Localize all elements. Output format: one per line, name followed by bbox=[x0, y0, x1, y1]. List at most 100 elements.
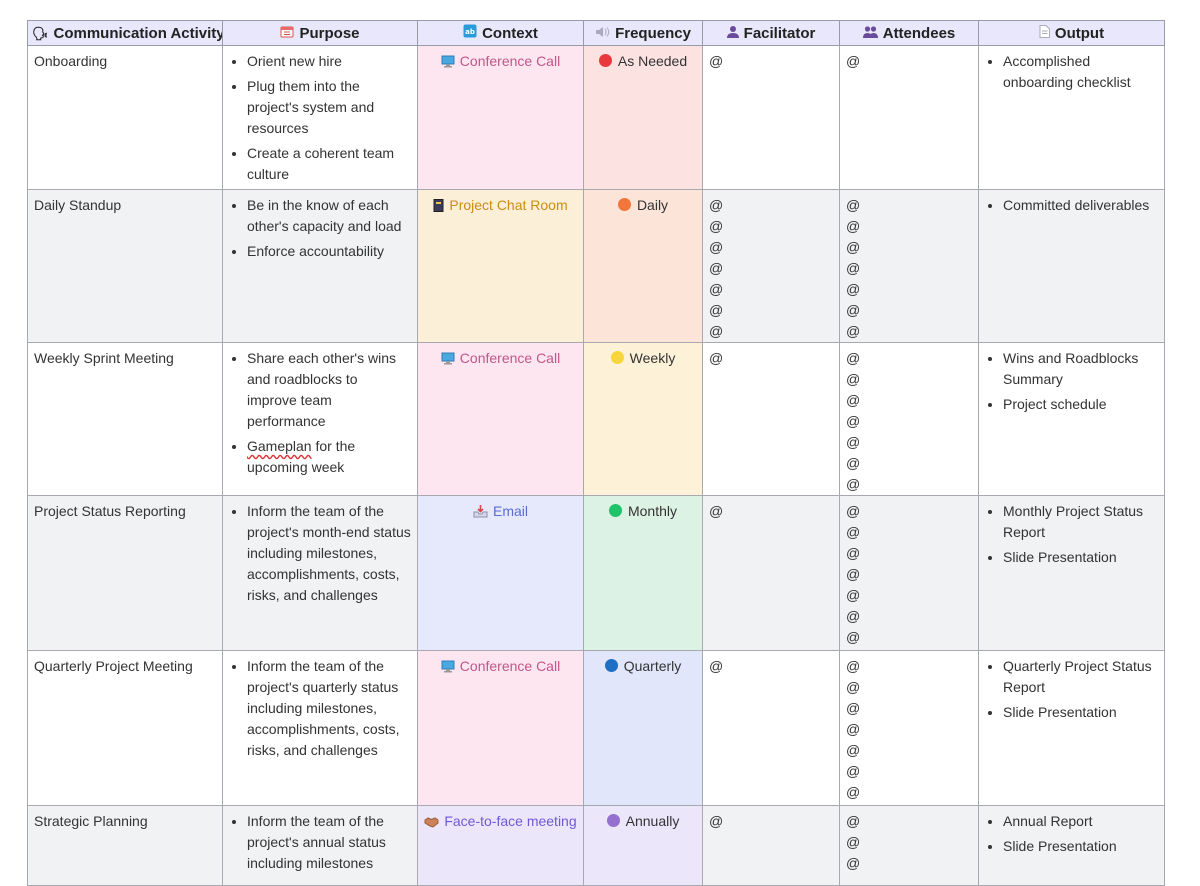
mention-placeholder[interactable]: @ bbox=[846, 350, 861, 366]
output-cell[interactable]: Wins and Roadblocks Summary Project sche… bbox=[978, 342, 1165, 496]
frequency-cell[interactable]: Weekly bbox=[583, 342, 703, 496]
mention-placeholder[interactable]: @ bbox=[846, 855, 861, 871]
purpose-cell[interactable]: Inform the team of the project's quarter… bbox=[222, 650, 418, 806]
table-row: Strategic Planning Inform the team of th… bbox=[27, 805, 1165, 886]
attendees-cell[interactable]: @ @ @ @ @ @ @ bbox=[839, 189, 979, 343]
mention-placeholder[interactable]: @ bbox=[846, 679, 861, 695]
output-cell[interactable]: Annual Report Slide Presentation bbox=[978, 805, 1165, 886]
purpose-cell[interactable]: Orient new hire Plug them into the proje… bbox=[222, 45, 418, 190]
mention-placeholder[interactable]: @ bbox=[709, 350, 724, 366]
purpose-cell[interactable]: Inform the team of the project's month-e… bbox=[222, 495, 418, 651]
context-cell[interactable]: Conference Call bbox=[417, 650, 584, 806]
mention-placeholder[interactable]: @ bbox=[709, 239, 724, 255]
context-label: Face-to-face meeting bbox=[444, 813, 577, 829]
activity-cell[interactable]: Strategic Planning bbox=[27, 805, 223, 886]
frequency-cell[interactable]: Daily bbox=[583, 189, 703, 343]
mention-placeholder[interactable]: @ bbox=[846, 503, 861, 519]
mention-placeholder[interactable]: @ bbox=[846, 658, 861, 674]
context-cell[interactable]: Project Chat Room bbox=[417, 189, 584, 343]
attendees-cell[interactable]: @ @ @ @ @ @ @ bbox=[839, 342, 979, 496]
context-cell[interactable]: Email bbox=[417, 495, 584, 651]
frequency-cell[interactable]: Monthly bbox=[583, 495, 703, 651]
mention-placeholder[interactable]: @ bbox=[846, 742, 861, 758]
mention-placeholder[interactable]: @ bbox=[846, 455, 861, 471]
context-cell[interactable]: Face-to-face meeting bbox=[417, 805, 584, 886]
purpose-cell[interactable]: Be in the know of each other's capacity … bbox=[222, 189, 418, 343]
mention-placeholder[interactable]: @ bbox=[846, 53, 861, 69]
output-cell[interactable]: Quarterly Project Status Report Slide Pr… bbox=[978, 650, 1165, 806]
activity-cell[interactable]: Onboarding bbox=[27, 45, 223, 190]
mention-placeholder[interactable]: @ bbox=[846, 834, 861, 850]
mention-placeholder[interactable]: @ bbox=[709, 218, 724, 234]
mention-placeholder[interactable]: @ bbox=[709, 260, 724, 276]
header-output[interactable]: Output bbox=[978, 20, 1165, 46]
attendees-cell[interactable]: @ @ @ bbox=[839, 805, 979, 886]
frequency-cell[interactable]: Quarterly bbox=[583, 650, 703, 806]
header-attendees[interactable]: Attendees bbox=[839, 20, 979, 46]
attendees-cell[interactable]: @ bbox=[839, 45, 979, 190]
mention-placeholder[interactable]: @ bbox=[709, 302, 724, 318]
header-row: 🗣 Communication Activity Purpose ab Contex… bbox=[27, 20, 1165, 46]
mention-placeholder[interactable]: @ bbox=[846, 813, 861, 829]
mention-placeholder[interactable]: @ bbox=[709, 323, 724, 339]
mention-placeholder[interactable]: @ bbox=[846, 323, 861, 339]
svg-text:ab: ab bbox=[465, 28, 475, 36]
mention-placeholder[interactable]: @ bbox=[709, 197, 724, 213]
facilitator-cell[interactable]: @ bbox=[702, 650, 840, 806]
mention-placeholder[interactable]: @ bbox=[846, 524, 861, 540]
facilitator-cell[interactable]: @ bbox=[702, 342, 840, 496]
mention-placeholder[interactable]: @ bbox=[846, 545, 861, 561]
mention-placeholder[interactable]: @ bbox=[709, 658, 724, 674]
mention-placeholder[interactable]: @ bbox=[846, 371, 861, 387]
activity-cell[interactable]: Quarterly Project Meeting bbox=[27, 650, 223, 806]
mention-placeholder[interactable]: @ bbox=[846, 763, 861, 779]
mention-placeholder[interactable]: @ bbox=[846, 587, 861, 603]
facilitator-cell[interactable]: @ bbox=[702, 495, 840, 651]
output-cell[interactable]: Accomplished onboarding checklist bbox=[978, 45, 1165, 190]
mention-placeholder[interactable]: @ bbox=[709, 503, 724, 519]
attendees-cell[interactable]: @ @ @ @ @ @ @ bbox=[839, 495, 979, 651]
mention-placeholder[interactable]: @ bbox=[846, 239, 861, 255]
mention-placeholder[interactable]: @ bbox=[846, 197, 861, 213]
header-activity[interactable]: 🗣 Communication Activity bbox=[27, 20, 223, 46]
facilitator-cell[interactable]: @ bbox=[702, 805, 840, 886]
mention-placeholder[interactable]: @ bbox=[846, 700, 861, 716]
mention-placeholder[interactable]: @ bbox=[709, 813, 724, 829]
context-cell[interactable]: Conference Call bbox=[417, 342, 584, 496]
activity-cell[interactable]: Project Status Reporting bbox=[27, 495, 223, 651]
purpose-cell[interactable]: Share each other's wins and roadblocks t… bbox=[222, 342, 418, 496]
communication-plan-table: 🗣 Communication Activity Purpose ab Contex… bbox=[27, 20, 1165, 886]
mention-placeholder[interactable]: @ bbox=[709, 53, 724, 69]
mention-placeholder[interactable]: @ bbox=[846, 566, 861, 582]
mention-placeholder[interactable]: @ bbox=[846, 260, 861, 276]
mention-placeholder[interactable]: @ bbox=[846, 629, 861, 645]
frequency-cell[interactable]: As Needed bbox=[583, 45, 703, 190]
context-cell[interactable]: Conference Call bbox=[417, 45, 584, 190]
facilitator-cell[interactable]: @ @ @ @ @ @ @ bbox=[702, 189, 840, 343]
mention-placeholder[interactable]: @ bbox=[846, 302, 861, 318]
mention-placeholder[interactable]: @ bbox=[846, 476, 861, 492]
output-cell[interactable]: Monthly Project Status Report Slide Pres… bbox=[978, 495, 1165, 651]
output-item: Monthly Project Status Report bbox=[1003, 501, 1158, 543]
output-cell[interactable]: Committed deliverables bbox=[978, 189, 1165, 343]
facilitator-cell[interactable]: @ bbox=[702, 45, 840, 190]
mention-placeholder[interactable]: @ bbox=[846, 392, 861, 408]
header-purpose[interactable]: Purpose bbox=[222, 20, 418, 46]
mention-placeholder[interactable]: @ bbox=[709, 281, 724, 297]
mention-placeholder[interactable]: @ bbox=[846, 434, 861, 450]
activity-cell[interactable]: Weekly Sprint Meeting bbox=[27, 342, 223, 496]
attendees-cell[interactable]: @ @ @ @ @ @ @ bbox=[839, 650, 979, 806]
activity-cell[interactable]: Daily Standup bbox=[27, 189, 223, 343]
mention-placeholder[interactable]: @ bbox=[846, 218, 861, 234]
mention-placeholder[interactable]: @ bbox=[846, 721, 861, 737]
purpose-cell[interactable]: Inform the team of the project's annual … bbox=[222, 805, 418, 886]
mention-placeholder[interactable]: @ bbox=[846, 608, 861, 624]
header-facilitator[interactable]: Facilitator bbox=[702, 20, 840, 46]
frequency-label: Weekly bbox=[629, 350, 676, 366]
frequency-cell[interactable]: Annually bbox=[583, 805, 703, 886]
header-frequency[interactable]: Frequency bbox=[583, 20, 703, 46]
mention-placeholder[interactable]: @ bbox=[846, 784, 861, 800]
header-context[interactable]: ab Context bbox=[417, 20, 584, 46]
mention-placeholder[interactable]: @ bbox=[846, 413, 861, 429]
mention-placeholder[interactable]: @ bbox=[846, 281, 861, 297]
